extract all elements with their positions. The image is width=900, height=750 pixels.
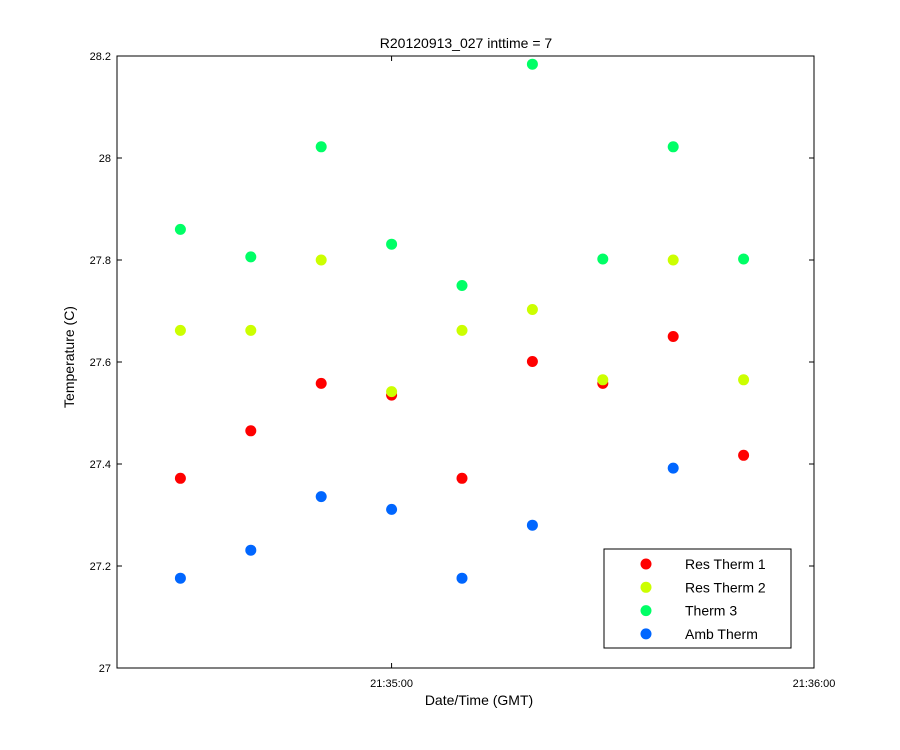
y-tick-label: 27.2 xyxy=(90,561,111,573)
data-point-series-1 xyxy=(456,472,468,484)
data-point-series-2 xyxy=(386,386,398,398)
y-tick-label: 27.6 xyxy=(90,357,111,369)
data-point-series-4 xyxy=(315,491,327,503)
data-point-series-3 xyxy=(315,141,327,153)
data-point-series-2 xyxy=(597,374,609,386)
legend-label: Amb Therm xyxy=(685,626,758,642)
data-point-series-4 xyxy=(456,572,468,584)
data-point-series-4 xyxy=(526,519,538,531)
y-tick-label: 27.8 xyxy=(90,255,111,267)
data-points xyxy=(174,58,750,584)
data-point-series-1 xyxy=(174,472,186,484)
y-tick-label: 27 xyxy=(99,663,111,675)
x-tick-label: 21:36:00 xyxy=(793,678,836,690)
data-point-series-3 xyxy=(738,253,750,265)
data-point-series-4 xyxy=(174,572,186,584)
data-point-series-3 xyxy=(245,251,257,263)
legend-marker xyxy=(640,628,652,640)
data-point-series-2 xyxy=(456,324,468,336)
data-point-series-3 xyxy=(174,223,186,235)
legend-marker xyxy=(640,605,652,617)
chart-title: R20120913_027 inttime = 7 xyxy=(380,35,553,51)
x-tick-label: 21:35:00 xyxy=(370,678,413,690)
data-point-series-2 xyxy=(526,304,538,315)
y-tick-label: 28.2 xyxy=(90,51,111,63)
y-tick-label: 28 xyxy=(99,153,111,165)
y-tick-label: 27.4 xyxy=(90,459,111,471)
data-point-series-4 xyxy=(245,544,257,556)
legend-label: Res Therm 2 xyxy=(685,579,766,595)
data-point-series-1 xyxy=(245,425,257,437)
data-point-series-2 xyxy=(738,374,750,386)
data-point-series-1 xyxy=(315,377,327,389)
legend-label: Res Therm 1 xyxy=(685,556,766,572)
data-point-series-2 xyxy=(667,254,679,266)
y-axis: 27 27.2 27.4 27.6 27.8 28 28.2 xyxy=(90,51,814,675)
legend-box xyxy=(603,548,792,649)
y-axis-title: Temperature (C) xyxy=(61,306,77,408)
data-point-series-1 xyxy=(738,449,750,461)
data-point-series-2 xyxy=(315,254,327,266)
data-point-series-2 xyxy=(174,324,186,336)
data-point-series-3 xyxy=(667,141,679,153)
data-point-series-4 xyxy=(386,503,398,515)
data-point-series-3 xyxy=(526,58,538,70)
data-point-series-1 xyxy=(667,331,679,342)
x-axis-title: Date/Time (GMT) xyxy=(425,692,533,708)
data-point-series-4 xyxy=(667,462,679,474)
x-axis: 21:35:00 21:36:00 xyxy=(370,56,835,690)
data-point-series-3 xyxy=(597,253,609,265)
data-point-series-3 xyxy=(456,280,468,291)
legend-label: Therm 3 xyxy=(685,603,737,619)
legend-marker xyxy=(640,558,652,570)
data-point-series-2 xyxy=(245,324,257,336)
data-point-series-1 xyxy=(526,356,538,367)
legend-marker xyxy=(640,581,652,593)
legend: Res Therm 1 Res Therm 2 Therm 3 Amb Therm xyxy=(603,548,792,649)
data-point-series-3 xyxy=(386,238,398,250)
